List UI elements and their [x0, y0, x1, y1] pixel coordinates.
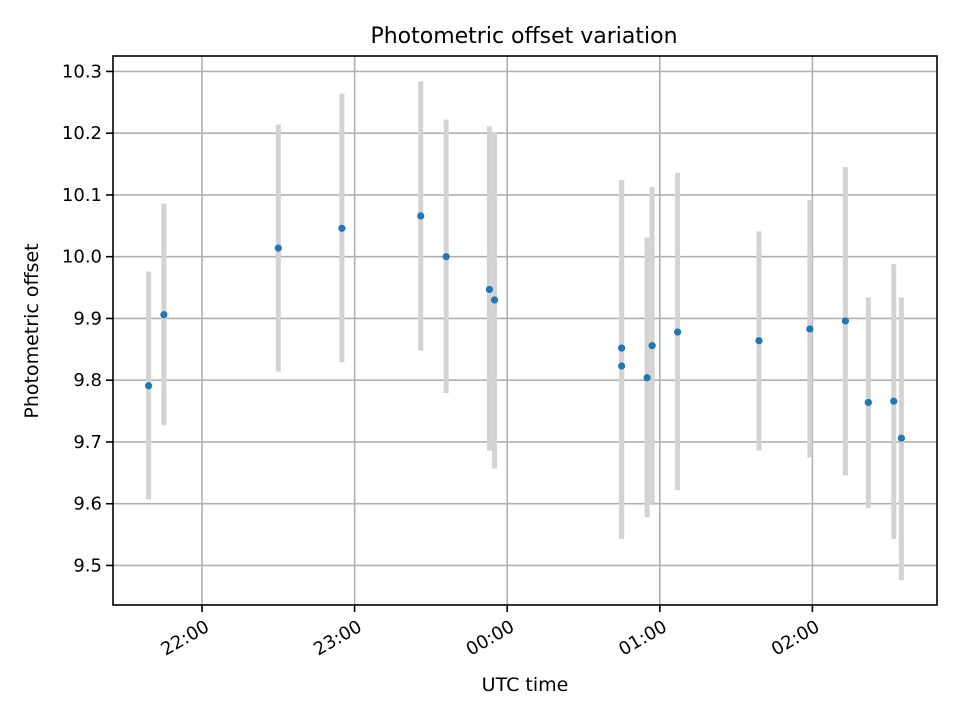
plot-frame [112, 55, 938, 606]
data-point [417, 212, 425, 220]
x-axis-ticks: 22:00 23:00 00:00 01:00 02:00 [157, 605, 823, 660]
chart-title: Photometric offset variation [370, 24, 677, 49]
y-tick-label: 10.3 [62, 61, 102, 82]
data-point [806, 325, 814, 333]
error-bars [146, 81, 904, 581]
y-tick-label: 10.2 [62, 123, 102, 144]
x-tick-label: 01:00 [615, 616, 670, 660]
data-point [897, 434, 905, 442]
data-points [145, 212, 905, 442]
data-point [648, 342, 656, 350]
y-axis-ticks: 9.5 9.6 9.7 9.8 9.9 10.0 10.1 10.2 10.3 [62, 61, 113, 576]
data-point [485, 285, 493, 294]
data-point [442, 253, 450, 261]
data-point [145, 382, 153, 390]
y-tick-label: 10.0 [62, 247, 102, 268]
x-tick-label: 23:00 [310, 616, 365, 660]
x-axis-label: UTC time [482, 674, 569, 696]
data-point [160, 311, 168, 319]
grid [113, 56, 937, 605]
x-tick-label: 02:00 [768, 616, 823, 660]
data-point [643, 374, 651, 382]
y-axis-label: Photometric offset [21, 243, 43, 418]
y-tick-label: 9.7 [73, 432, 102, 453]
data-point [673, 328, 682, 336]
data-point [274, 244, 282, 252]
data-point [338, 224, 346, 232]
data-point [864, 398, 872, 407]
y-tick-label: 9.6 [73, 494, 102, 515]
data-point [890, 397, 898, 405]
y-tick-label: 9.5 [73, 555, 102, 576]
data-point [841, 317, 850, 325]
data-point [618, 362, 626, 370]
data-point [490, 296, 499, 304]
x-tick-label: 00:00 [463, 616, 518, 660]
y-tick-label: 9.9 [73, 308, 102, 329]
y-tick-label: 10.1 [62, 185, 102, 206]
y-tick-label: 9.8 [73, 370, 102, 391]
data-point [755, 337, 763, 345]
x-tick-label: 22:00 [157, 616, 212, 660]
data-point [618, 344, 626, 352]
